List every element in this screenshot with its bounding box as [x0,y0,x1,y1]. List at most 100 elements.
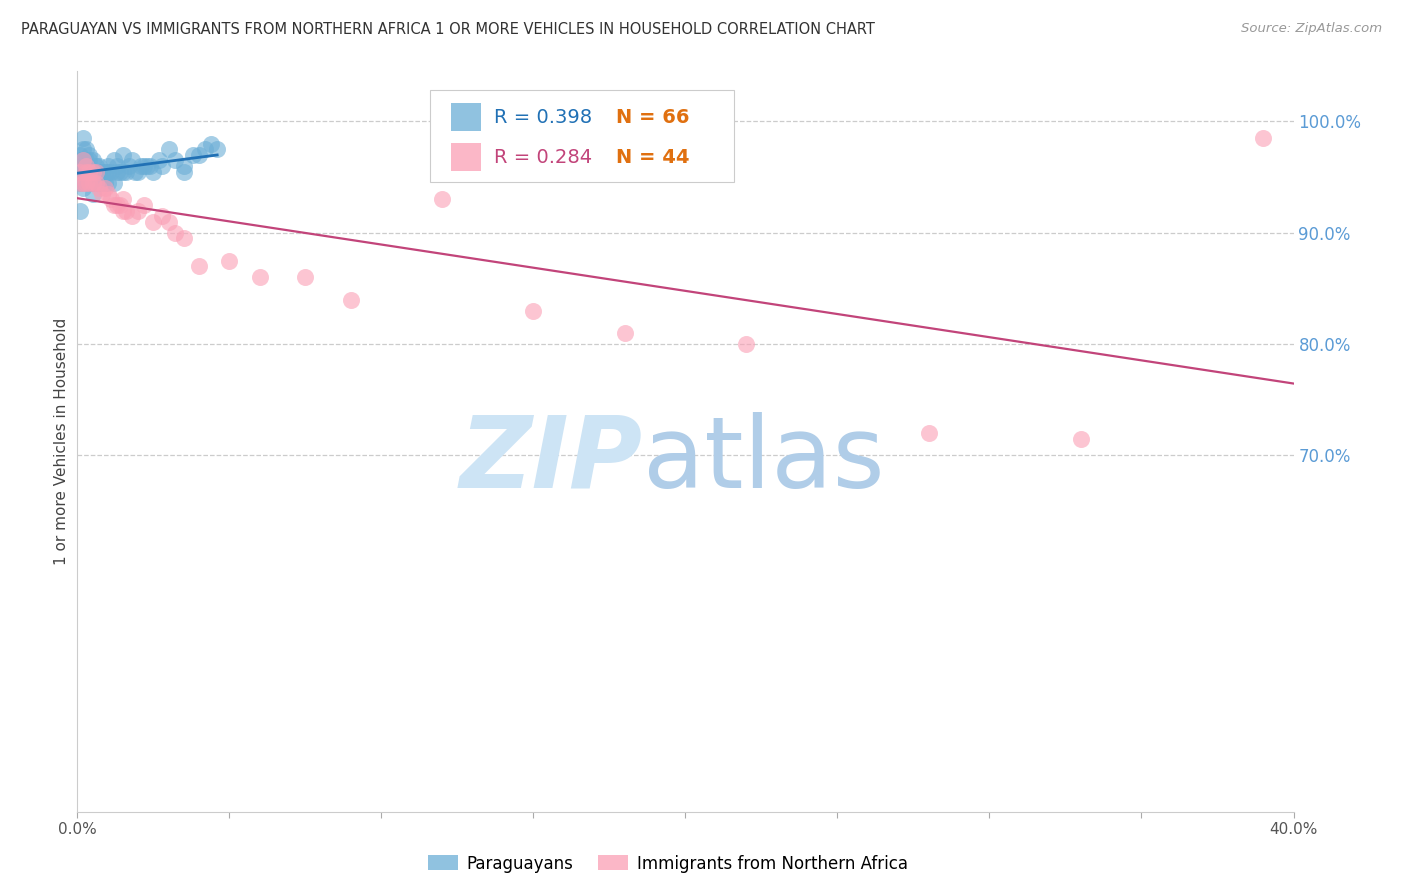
Point [84,159,107,173]
Point [111,164,134,178]
Point [181,148,204,162]
Point [157,214,180,228]
Point [142,214,165,228]
Point [294,270,316,285]
Point [90,176,112,190]
Text: Source: ZipAtlas.com: Source: ZipAtlas.com [1241,22,1382,36]
Point [173,164,195,178]
Point [79,153,101,168]
Point [103,153,125,168]
Point [87,164,110,178]
Point [100,164,122,178]
Text: PARAGUAYAN VS IMMIGRANTS FROM NORTHERN AFRICA 1 OR MORE VEHICLES IN HOUSEHOLD CO: PARAGUAYAN VS IMMIGRANTS FROM NORTHERN A… [21,22,875,37]
Point [75,164,97,178]
Point [69,176,91,190]
Point [93,176,115,190]
Point [75,159,97,173]
Point [1070,432,1092,446]
Point [200,136,222,151]
Point [72,142,94,156]
Point [72,176,94,190]
Point [69,164,91,178]
Point [163,226,186,240]
Text: ZIP: ZIP [460,411,643,508]
Text: atlas: atlas [643,411,884,508]
Point [79,176,101,190]
Point [79,164,101,178]
Point [93,164,115,178]
Point [97,176,120,190]
Point [188,259,211,273]
Point [1251,131,1274,145]
Point [97,186,120,201]
Point [79,176,101,190]
Point [194,142,217,156]
Point [84,176,107,190]
Point [111,193,134,207]
Point [613,326,636,340]
Point [100,193,122,207]
Point [105,159,128,173]
Point [163,153,186,168]
Point [173,231,195,245]
Point [108,198,131,212]
Point [75,176,97,190]
Point [84,164,107,178]
Point [129,159,152,173]
Point [75,159,97,173]
Point [97,164,120,178]
Point [75,153,97,168]
Point [118,159,141,173]
Point [205,142,228,156]
Point [139,159,162,173]
Point [72,131,94,145]
Point [124,164,146,178]
FancyBboxPatch shape [451,144,481,171]
Point [82,164,104,178]
Point [79,148,101,162]
FancyBboxPatch shape [430,90,734,183]
Point [173,159,195,173]
Text: N = 44: N = 44 [616,148,689,167]
Point [432,193,454,207]
Point [79,164,101,178]
Point [111,203,134,218]
Point [121,209,143,223]
Point [69,176,91,190]
Point [82,176,104,190]
Point [90,186,112,201]
Point [249,270,271,285]
Legend: Paraguayans, Immigrants from Northern Africa: Paraguayans, Immigrants from Northern Af… [422,848,914,880]
Point [87,176,110,190]
Point [75,176,97,190]
Point [522,303,544,318]
Point [82,164,104,178]
Point [69,153,91,168]
Point [69,148,91,162]
Point [69,159,91,173]
Point [69,203,91,218]
Point [82,176,104,190]
Point [82,153,104,168]
Point [188,148,211,162]
Point [148,153,170,168]
Point [87,159,110,173]
Point [115,203,138,218]
Point [340,293,363,307]
Point [115,164,138,178]
Point [82,186,104,201]
Point [152,209,174,223]
Point [105,164,128,178]
Point [127,164,149,178]
Point [121,153,143,168]
Point [72,153,94,168]
Point [103,198,125,212]
Point [157,142,180,156]
Point [97,159,120,173]
Point [105,198,128,212]
Point [152,159,174,173]
Y-axis label: 1 or more Vehicles in Household: 1 or more Vehicles in Household [53,318,69,566]
Point [136,159,159,173]
Point [127,203,149,218]
Point [218,253,240,268]
